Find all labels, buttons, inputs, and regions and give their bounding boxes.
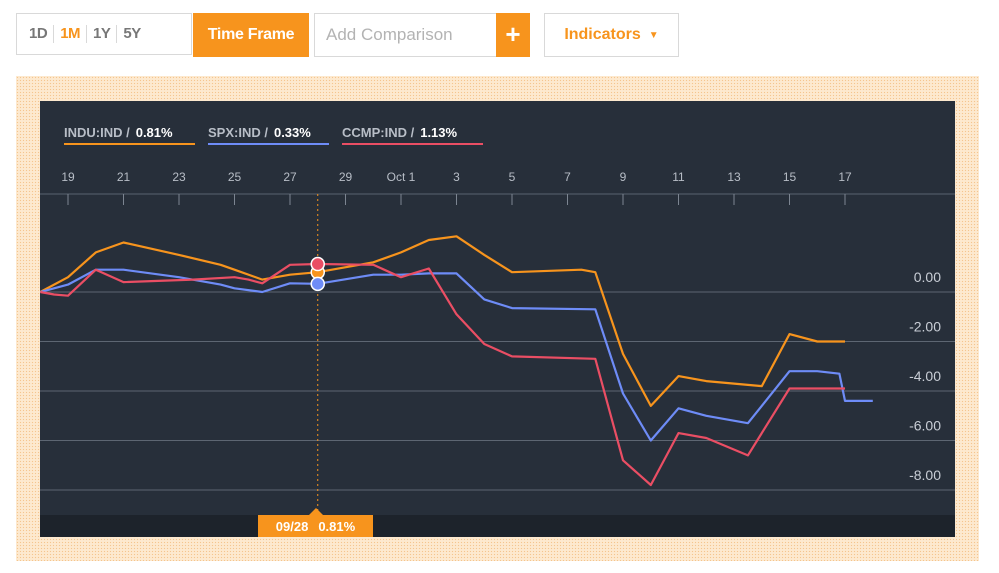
range-5y-button[interactable]: 5Y [116,25,146,43]
x-axis-strip [40,515,955,537]
y-tick-label-4: -8.00 [909,467,941,483]
legend-value-ccmp: 1.13% [420,125,458,140]
x-tick-label-1: 21 [117,170,131,184]
caret-down-icon: ▼ [648,29,659,41]
crosshair-date-flag: 09/28 0.81% [258,508,373,537]
crosshair-marker-spx [310,276,325,292]
add-comparison-input[interactable] [314,13,496,57]
x-tick-label-11: 11 [672,170,685,184]
y-tick-label-3: -6.00 [909,418,941,434]
y-tick-label-0: 0.00 [914,269,941,285]
legend-value-indu: 0.81% [135,125,173,140]
indicators-label: Indicators [564,26,641,43]
x-tick-label-2: 23 [172,170,186,184]
series-line-ccmp [40,262,845,487]
add-comparison-plus-button[interactable]: + [496,13,530,57]
range-1m-button[interactable]: 1M [53,25,86,43]
x-tick-label-3: 25 [228,170,242,184]
x-tick-label-12: 13 [727,170,741,184]
crosshair-marker-ccmp [310,256,325,272]
x-tick-label-5: 29 [339,170,353,184]
legend-item-ccmp[interactable]: CCMP:IND / 1.13% [342,123,483,145]
range-1d-button[interactable]: 1D [29,25,48,42]
x-tick-label-13: 15 [783,170,797,184]
legend-item-spx[interactable]: SPX:IND / 0.33% [208,123,329,145]
x-tick-label-7: 3 [453,170,460,184]
crosshair-date: 09/28 [275,518,309,534]
range-1y-button[interactable]: 1Y [86,25,116,43]
y-tick-label-1: -2.00 [909,319,941,335]
legend-item-indu[interactable]: INDU:IND / 0.81% [64,123,195,145]
y-tick-label-2: -4.00 [909,368,941,384]
legend-name-ccmp: CCMP:IND / [342,125,415,140]
indicators-button[interactable]: Indicators ▼ [544,13,679,57]
x-tick-label-14: 17 [838,170,852,184]
chart-svg: 19 21 23 25 27 29 Oct 1 3 5 7 9 11 13 15 17 0.00 -2.00 -4… [40,170,955,537]
chart-area: 19 21 23 25 27 29 Oct 1 3 5 7 9 11 13 15 17 0.00 -2.00 -4… [40,101,955,537]
legend-name-spx: SPX:IND / [208,125,268,140]
series-line-spx [40,268,873,442]
legend-value-spx: 0.33% [273,125,311,140]
range-selector: 1D 1M 1Y 5Y [16,13,192,55]
x-tick-label-8: 5 [509,170,516,184]
time-frame-button[interactable]: Time Frame [193,13,309,57]
x-tick-label-9: 7 [564,170,571,184]
x-tick-label-0: 19 [61,170,75,184]
crosshair-value: 0.81% [318,518,356,534]
series-line-indu [40,235,845,407]
x-tick-label-6: Oct 1 [387,170,416,184]
x-tick-label-10: 9 [620,170,627,184]
x-tick-label-4: 27 [283,170,297,184]
legend-name-indu: INDU:IND / [64,125,130,140]
